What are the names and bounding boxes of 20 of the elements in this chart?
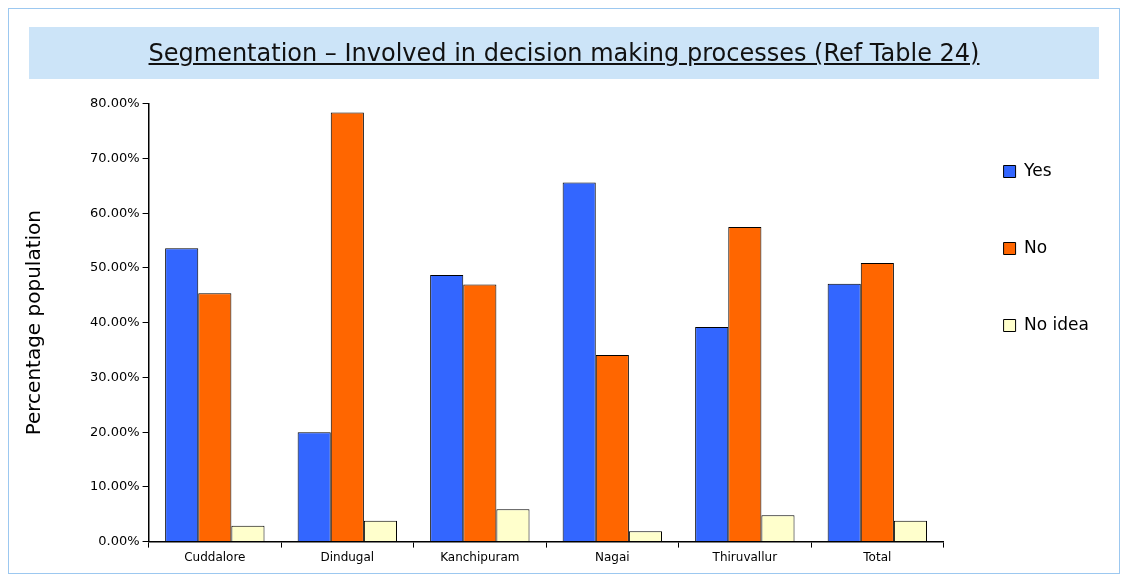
- y-tick-label: 80.00%: [89, 95, 140, 111]
- y-tick-label: 60.00%: [89, 204, 140, 220]
- y-tick-label: 70.00%: [89, 149, 140, 165]
- chart-title: Segmentation – Involved in decision making processes (Ref Table 24): [29, 27, 1099, 79]
- y-tick-label: 40.00%: [89, 314, 140, 330]
- y-tick-label: 0.00%: [98, 532, 140, 548]
- x-tick-label: Thiruvallur: [711, 549, 778, 564]
- y-tick-label: 30.00%: [89, 368, 140, 384]
- x-tick-label: Kanchipuram: [440, 549, 520, 564]
- y-tick-label: 20.00%: [89, 423, 140, 439]
- x-tick-label: Dindugal: [320, 549, 375, 564]
- legend-label: No idea: [1024, 313, 1090, 334]
- x-tick-label: Total: [862, 549, 892, 564]
- y-axis-title: Percentage population: [21, 210, 46, 436]
- x-tick-label: Cuddalore: [184, 549, 246, 564]
- legend-label: No: [1024, 236, 1048, 257]
- legend-label: Yes: [1023, 159, 1052, 180]
- y-tick-label: 50.00%: [89, 259, 140, 275]
- x-tick-label: Nagai: [595, 549, 630, 564]
- y-tick-label: 10.00%: [89, 478, 140, 494]
